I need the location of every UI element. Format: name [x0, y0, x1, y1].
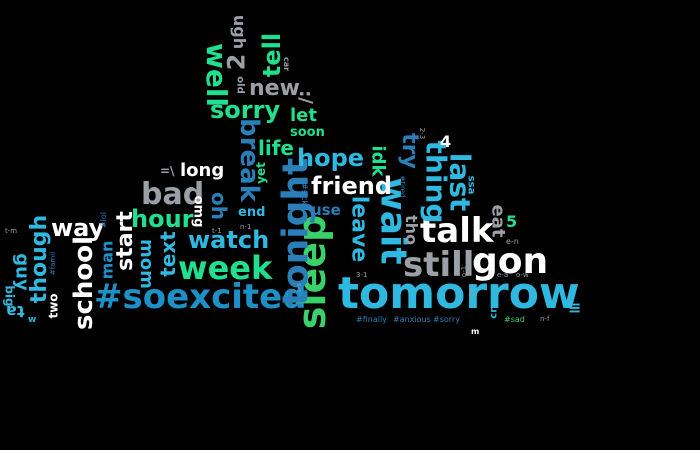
word-mom: mom — [135, 239, 157, 289]
word-leave: leave — [346, 195, 372, 263]
word-23: 2-3 — [418, 127, 427, 140]
word-e1: e-a — [497, 271, 509, 279]
word-try: try — [396, 133, 422, 169]
word-let: let — [290, 105, 317, 126]
word-finally: #finally — [356, 315, 387, 324]
word-hour: hour — [131, 205, 194, 233]
word-sorry-tag: #sorry — [433, 315, 460, 324]
word-old: old — [234, 76, 246, 94]
word-long: long — [180, 160, 225, 181]
word-school: school — [69, 235, 100, 331]
word-life: life — [258, 136, 294, 160]
word-well: well — [200, 42, 234, 108]
word-tomorrow: tomorrow — [338, 268, 580, 319]
word-start: start — [112, 211, 138, 271]
word-m: m — [471, 327, 480, 336]
word-tired: #tired — [398, 175, 407, 198]
word-man: man — [97, 240, 117, 280]
word-tho: tho — [402, 214, 422, 246]
word-new: new — [249, 76, 300, 101]
word-5: 5 — [506, 212, 518, 231]
word-nf: n-f — [540, 315, 550, 323]
word-i0: I-0 — [467, 287, 476, 298]
word-soexcited: #soexcited — [94, 277, 307, 317]
word-e3: e-n — [506, 237, 519, 246]
word-use: use — [311, 201, 341, 219]
word-sad: #sad — [504, 315, 525, 324]
word-end: end — [238, 205, 266, 220]
word-ta: ta — [6, 302, 25, 321]
word-bad: bad — [141, 177, 205, 212]
word-4: 4 — [440, 132, 452, 151]
word-hope: hope — [297, 144, 365, 172]
word-anxious: #anxious — [393, 315, 431, 324]
word-ssa: ssa — [465, 175, 477, 195]
word-lol: #lol — [99, 211, 109, 229]
word-ts: t-s — [294, 283, 303, 292]
word-oh: oh — [206, 192, 231, 220]
word-watch: watch — [188, 226, 270, 254]
word-soon: soon — [290, 125, 325, 140]
word-week: week — [178, 249, 273, 287]
word-face-eq: =\ — [160, 164, 175, 178]
word-yet: yet — [253, 162, 268, 184]
word-face-slash: :/ — [294, 90, 316, 104]
word-ugh: ugh — [230, 14, 250, 50]
word-cry: cry — [488, 301, 500, 319]
word-way: way — [51, 214, 105, 242]
word-n1: n-1 — [240, 223, 252, 231]
word-two: two — [46, 293, 61, 319]
word-e2: o-w — [516, 271, 529, 279]
word-sorry: sorry — [210, 96, 281, 124]
word-talk: talk — [420, 211, 494, 251]
word-2: 2 — [222, 53, 251, 71]
word-equiv: ≡ — [568, 298, 582, 317]
word-o1: o-1 — [460, 265, 469, 278]
word-tell: tell — [258, 32, 287, 78]
word-w: w — [28, 315, 37, 325]
word-eat: eat — [487, 204, 509, 238]
word-idk: idk — [367, 145, 389, 177]
word-31: 3-1 — [356, 271, 368, 279]
word-omg: omg — [190, 195, 206, 228]
word-t1: t-1 — [212, 227, 222, 235]
word-friend: friend — [311, 172, 393, 200]
word-still: still — [403, 245, 475, 285]
word-gon: gon — [472, 241, 549, 282]
word-text: text — [155, 231, 180, 277]
word-car: car — [282, 56, 292, 72]
word-sick: #sick — [300, 182, 310, 206]
word-break: break — [233, 118, 264, 202]
word-famil: #famil — [49, 251, 58, 276]
word-tm: t-m — [5, 227, 18, 235]
